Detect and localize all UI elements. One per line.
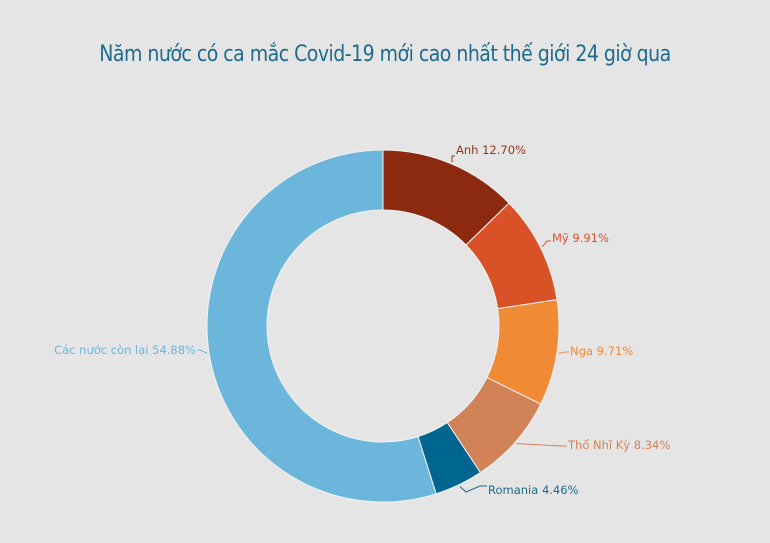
leader-line <box>541 240 551 248</box>
leader-line <box>516 443 567 447</box>
leader-line <box>197 349 208 354</box>
leader-line <box>558 351 569 354</box>
slice-các-nước-còn-lại[interactable] <box>206 149 437 503</box>
slice-label: Romania 4.46% <box>488 483 579 497</box>
slice-label: Mỹ 9.91% <box>552 231 609 245</box>
chart-title: Năm nước có ca mắc Covid-19 mới cao nhất… <box>99 42 671 67</box>
leader-line <box>451 155 455 162</box>
slice-label: Nga 9.71% <box>570 344 633 358</box>
donut-slices <box>206 149 560 503</box>
slice-labels: Anh 12.70% Mỹ 9.91% Nga 9.71% Thổ Nhĩ Kỳ 8.… <box>54 143 670 497</box>
slice-label: Thổ Nhĩ Kỳ 8.34% <box>567 438 670 452</box>
slice-label: Các nước còn lại 54.88% <box>54 343 196 357</box>
slice-label: Anh 12.70% <box>456 143 526 157</box>
leader-line <box>459 485 487 493</box>
